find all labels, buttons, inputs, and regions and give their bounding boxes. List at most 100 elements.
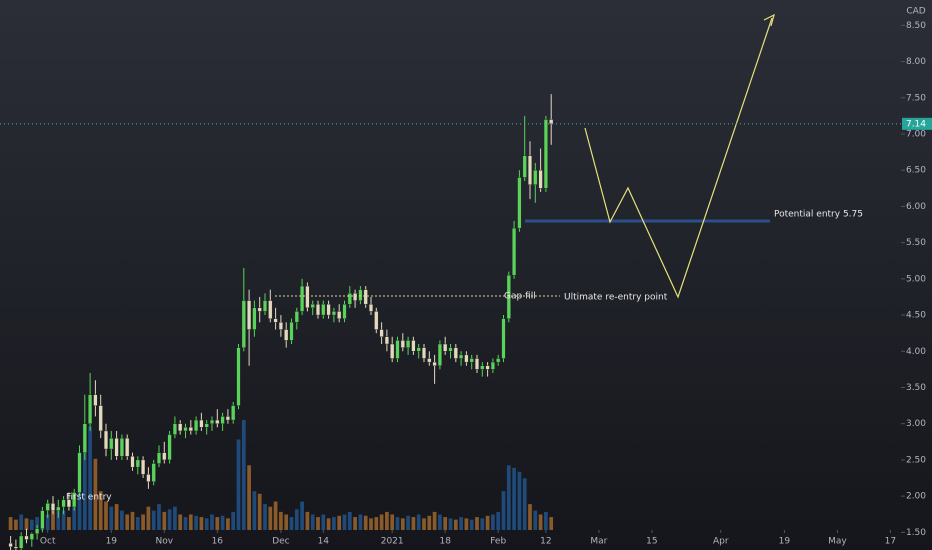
candle-body xyxy=(204,423,209,428)
candle-body xyxy=(130,456,135,468)
candle-body xyxy=(82,423,87,453)
candle-body xyxy=(178,423,183,432)
volume-bar xyxy=(67,517,71,530)
candle-body xyxy=(284,329,289,341)
volume-bar xyxy=(104,501,108,530)
x-tick-label: 15 xyxy=(646,537,657,547)
volume-bar xyxy=(93,458,98,530)
candle-body xyxy=(209,419,215,424)
candle-body xyxy=(273,318,278,323)
candle-body xyxy=(411,340,416,352)
volume-bar xyxy=(369,518,373,530)
volume-bar xyxy=(167,509,172,530)
last-price-box xyxy=(902,117,932,130)
y-tick-label: 8.50 xyxy=(906,21,926,31)
candle-body xyxy=(257,307,262,312)
candle-body xyxy=(268,300,273,319)
candle-body xyxy=(61,499,66,508)
candle-body xyxy=(98,405,103,432)
candle-body xyxy=(151,463,156,482)
x-tick-label: 17 xyxy=(885,537,896,547)
volume-bar xyxy=(56,506,61,530)
volume-bar xyxy=(475,517,479,530)
volume-bar xyxy=(19,514,24,530)
volume-bar xyxy=(379,514,384,530)
volume-bar xyxy=(485,515,490,530)
candle-body xyxy=(464,354,469,363)
y-tick-label: 4.00 xyxy=(906,347,926,357)
volume-bar xyxy=(151,510,156,530)
volume-bar xyxy=(533,510,538,530)
candle-body xyxy=(400,340,405,348)
candle-body xyxy=(533,170,538,185)
y-tick-label: 3.00 xyxy=(906,419,926,429)
volume-bar xyxy=(204,518,209,530)
volume-bar xyxy=(411,517,416,530)
volume-bar xyxy=(220,515,225,530)
volume-bar xyxy=(342,514,347,530)
y-tick-label: 4.50 xyxy=(906,311,926,321)
volume-bar xyxy=(199,517,204,530)
y-tick-label: 8.00 xyxy=(906,57,926,67)
candle-body xyxy=(135,459,140,468)
projection-arrow xyxy=(763,13,775,27)
volume-bar xyxy=(469,519,474,530)
candle-body xyxy=(146,474,151,482)
volume-bar xyxy=(215,517,220,530)
candle-body xyxy=(501,318,506,359)
candle-body xyxy=(395,340,400,359)
candle-body xyxy=(56,506,61,511)
volume-bar xyxy=(146,506,151,530)
volume-bar xyxy=(35,517,39,530)
candle-body xyxy=(29,533,34,540)
volume-bar xyxy=(453,519,458,530)
candle-body xyxy=(300,285,305,312)
candle-body xyxy=(321,303,326,316)
candle-body xyxy=(353,293,358,301)
currency-label: CAD xyxy=(906,7,925,17)
volume-bar xyxy=(98,491,103,530)
candle-body xyxy=(220,416,225,424)
candle-body xyxy=(72,492,77,508)
volume-bar xyxy=(29,519,34,530)
x-tick-label: May xyxy=(828,537,847,547)
volume-bar xyxy=(491,514,495,530)
volume-bar xyxy=(24,518,29,530)
candle-body xyxy=(315,303,321,316)
volume-bar xyxy=(231,511,236,530)
candle-body xyxy=(247,300,252,330)
candle-body xyxy=(241,300,246,348)
volume-bar xyxy=(14,519,18,530)
volume-bar xyxy=(210,514,214,530)
candle-body xyxy=(183,427,188,432)
volume-bar xyxy=(522,478,527,530)
candle-body xyxy=(141,459,146,475)
candle-body xyxy=(66,499,71,508)
volume-bar xyxy=(422,518,426,530)
candle-body xyxy=(278,322,283,330)
candle-body xyxy=(522,155,527,178)
x-tick-label: 19 xyxy=(106,537,118,547)
candle-body xyxy=(167,434,172,461)
volume-bar xyxy=(416,514,421,530)
candle-body xyxy=(347,293,352,305)
candle-body xyxy=(453,347,458,359)
volume-bar xyxy=(321,514,326,530)
volume-bar xyxy=(114,504,119,530)
volume-bar xyxy=(88,426,92,530)
candle-body xyxy=(459,354,464,359)
volume-bar xyxy=(284,514,289,530)
volume-bar xyxy=(72,497,77,530)
x-tick-label: Nov xyxy=(156,537,174,547)
candle-body xyxy=(421,347,427,359)
candle-body xyxy=(88,394,93,424)
volume-bar xyxy=(252,491,257,530)
candle-body xyxy=(8,542,13,548)
projection-path xyxy=(584,17,773,299)
annotation: Gap fill xyxy=(504,292,536,302)
candle-body xyxy=(469,358,474,363)
candle-body xyxy=(310,303,315,309)
candle-body xyxy=(443,343,448,352)
volume-bar xyxy=(517,471,522,530)
